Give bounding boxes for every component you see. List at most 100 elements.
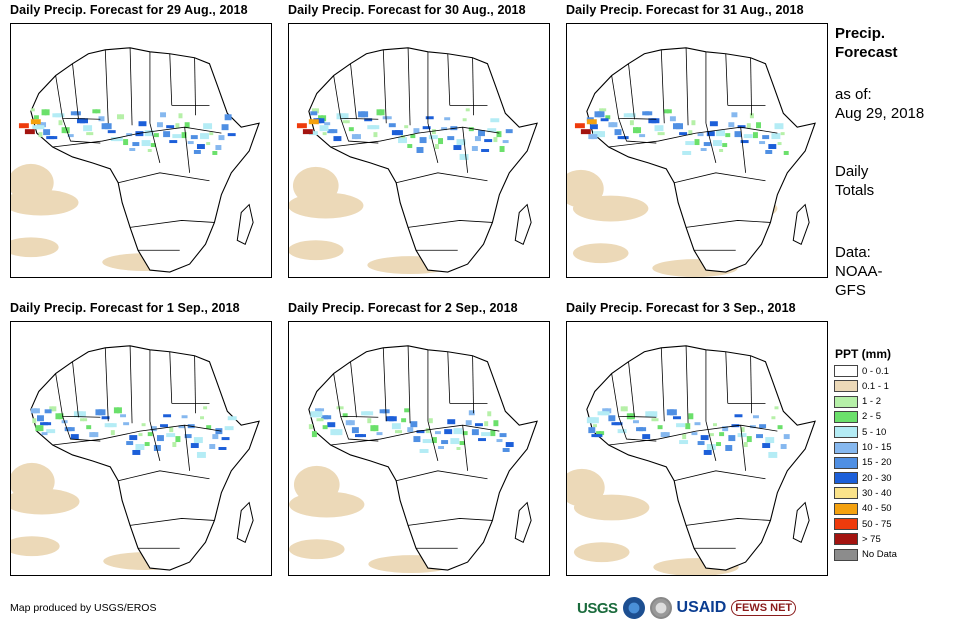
rain-cell bbox=[422, 126, 431, 130]
rain-cell bbox=[351, 427, 359, 434]
rain-cell bbox=[588, 427, 596, 434]
rain-cell bbox=[419, 448, 429, 453]
rain-cell bbox=[496, 131, 502, 138]
legend-swatch bbox=[834, 441, 858, 454]
rain-cell bbox=[348, 420, 355, 426]
rain-cell bbox=[407, 144, 413, 149]
country-border bbox=[660, 49, 665, 124]
rain-cell bbox=[774, 123, 784, 130]
rain-cell bbox=[153, 445, 161, 451]
rain-cell bbox=[98, 409, 106, 416]
madagascar-outline bbox=[792, 203, 810, 245]
rain-cell bbox=[141, 140, 151, 147]
fewsnet-logo: FEWS NET bbox=[731, 600, 797, 616]
rain-cell bbox=[404, 408, 410, 413]
country-border bbox=[72, 361, 79, 418]
legend-label: 30 - 40 bbox=[862, 487, 892, 499]
rain-cell bbox=[462, 431, 468, 436]
country-border bbox=[674, 172, 766, 184]
rain-cell bbox=[80, 418, 85, 422]
rain-cell bbox=[459, 441, 465, 446]
rain-cell bbox=[163, 414, 172, 418]
country-border bbox=[118, 172, 210, 184]
country-border bbox=[382, 49, 387, 124]
heavy-rain-cell bbox=[30, 119, 41, 125]
country-border bbox=[705, 421, 717, 461]
rain-cell bbox=[156, 122, 163, 128]
rain-cell bbox=[660, 432, 667, 438]
rain-cell bbox=[608, 122, 615, 128]
country-border bbox=[686, 518, 771, 526]
rain-cell bbox=[588, 134, 595, 140]
rain-cell bbox=[620, 406, 625, 412]
rain-cell bbox=[120, 114, 125, 120]
rain-cell bbox=[657, 132, 662, 136]
heavy-rain-cell bbox=[580, 129, 591, 135]
legend-label: 20 - 30 bbox=[862, 472, 892, 484]
rain-cell bbox=[138, 121, 147, 127]
rain-cell bbox=[666, 109, 672, 114]
rain-cell bbox=[89, 132, 94, 136]
country-border bbox=[407, 47, 411, 126]
rain-cell bbox=[780, 444, 787, 449]
panel-title: Daily Precip. Forecast for 31 Aug., 2018 bbox=[566, 3, 804, 17]
rain-cell bbox=[703, 142, 711, 147]
rain-cell bbox=[358, 434, 367, 438]
rain-cell bbox=[487, 411, 492, 417]
rain-cell bbox=[55, 413, 61, 420]
rain-cell bbox=[413, 436, 421, 443]
rain-cell bbox=[602, 108, 607, 112]
legend-swatch bbox=[834, 395, 858, 408]
rain-cell bbox=[663, 109, 669, 114]
country-border bbox=[674, 470, 766, 482]
rain-cell bbox=[212, 150, 218, 155]
rain-cell bbox=[712, 423, 717, 427]
precip-map bbox=[566, 321, 828, 576]
country-border bbox=[118, 470, 210, 482]
legend-swatch bbox=[834, 380, 858, 393]
legend-label: 10 - 15 bbox=[862, 442, 892, 453]
rain-cell bbox=[438, 446, 445, 449]
rain-cell bbox=[725, 445, 733, 451]
country-border bbox=[618, 118, 657, 144]
rain-cell bbox=[333, 429, 343, 436]
africa-outline bbox=[586, 47, 816, 273]
rain-cell bbox=[394, 130, 403, 136]
heavy-rain-cell bbox=[586, 119, 597, 125]
rain-cell bbox=[376, 109, 382, 116]
country-border bbox=[184, 127, 191, 173]
rain-cell bbox=[336, 406, 341, 410]
legend-label: 5 - 10 bbox=[862, 426, 887, 438]
rain-cell bbox=[746, 436, 752, 443]
legend-item: 50 - 75 bbox=[834, 517, 892, 531]
country-border bbox=[618, 416, 657, 442]
country-border bbox=[427, 421, 439, 461]
rain-cell bbox=[416, 430, 425, 434]
precip-map bbox=[10, 321, 272, 576]
rain-cell bbox=[594, 434, 603, 438]
africa-outline bbox=[308, 47, 538, 273]
country-border bbox=[660, 347, 665, 422]
legend-item: > 75 bbox=[834, 532, 881, 546]
country-border bbox=[740, 425, 747, 471]
country-border bbox=[350, 63, 357, 120]
rain-cell bbox=[123, 139, 129, 146]
rain-cell bbox=[632, 420, 639, 424]
rain-cell bbox=[391, 423, 401, 430]
rain-cell bbox=[345, 120, 350, 124]
rain-cell bbox=[444, 429, 453, 435]
rain-cell bbox=[777, 142, 782, 146]
rain-cell bbox=[147, 432, 153, 437]
rain-cell bbox=[771, 416, 776, 420]
rain-cell bbox=[728, 435, 736, 442]
rain-cell bbox=[614, 422, 623, 426]
rain-cell bbox=[505, 129, 513, 134]
rain-cell bbox=[218, 135, 225, 141]
rain-cell bbox=[129, 148, 136, 151]
rain-cell bbox=[187, 141, 194, 145]
rain-cell bbox=[89, 432, 96, 438]
rain-cell bbox=[599, 108, 604, 112]
country-border bbox=[686, 220, 771, 228]
panel-title: Daily Precip. Forecast for 1 Sep., 2018 bbox=[10, 301, 240, 315]
rain-cell bbox=[431, 437, 437, 444]
